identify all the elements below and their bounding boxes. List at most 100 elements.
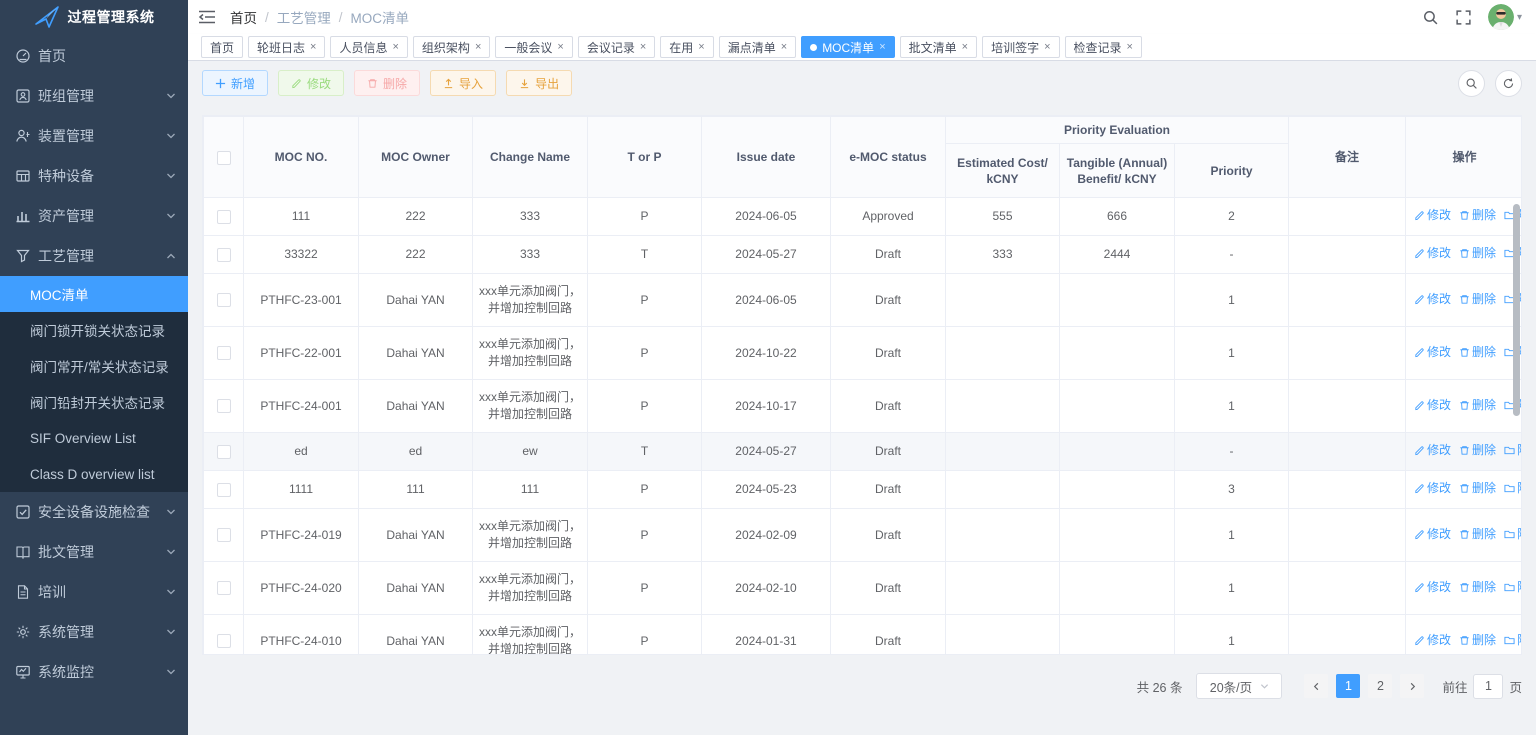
row-edit-link[interactable]: 修改 bbox=[1414, 526, 1451, 543]
delete-button[interactable]: 删除 bbox=[354, 70, 421, 96]
row-edit-link[interactable]: 修改 bbox=[1414, 207, 1451, 224]
row-checkbox[interactable] bbox=[216, 482, 231, 497]
next-page-button[interactable] bbox=[1400, 674, 1425, 698]
row-edit-link[interactable]: 修改 bbox=[1414, 632, 1451, 649]
breadcrumb-home[interactable]: 首页 bbox=[230, 11, 257, 26]
prev-page-button[interactable] bbox=[1304, 674, 1329, 698]
row-edit-link[interactable]: 修改 bbox=[1414, 245, 1451, 262]
row-delete-link[interactable]: 删除 bbox=[1459, 245, 1496, 262]
sidebar-item-safety-check[interactable]: 安全设备设施检查 bbox=[0, 492, 188, 532]
import-button[interactable]: 导入 bbox=[430, 70, 497, 96]
tab[interactable]: 会议记录 × bbox=[577, 36, 656, 58]
table-search-button[interactable] bbox=[1458, 69, 1485, 97]
tab[interactable]: 组织架构 × bbox=[412, 36, 491, 58]
tab-close-icon[interactable]: × bbox=[310, 40, 317, 53]
sidebar-item-device-management[interactable]: 装置管理 bbox=[0, 116, 188, 156]
table-row: PTHFC-23-001 Dahai YAN xxx单元添加阀门，并增加控制回路… bbox=[203, 273, 1521, 327]
tab-close-icon[interactable]: × bbox=[639, 40, 647, 53]
table-refresh-button[interactable] bbox=[1495, 69, 1522, 97]
tab-close-icon[interactable]: × bbox=[1044, 40, 1051, 53]
select-all-checkbox[interactable] bbox=[216, 150, 231, 165]
page-size-select[interactable]: 20条/页 bbox=[1196, 673, 1283, 699]
fullscreen-icon[interactable] bbox=[1455, 9, 1472, 26]
row-attachment-link[interactable]: 附件 bbox=[1504, 442, 1521, 459]
row-checkbox[interactable] bbox=[216, 634, 231, 649]
row-checkbox[interactable] bbox=[216, 247, 231, 262]
row-delete-link[interactable]: 删除 bbox=[1459, 344, 1496, 361]
tab[interactable]: 培训签字 × bbox=[982, 36, 1060, 58]
row-edit-link[interactable]: 修改 bbox=[1414, 480, 1451, 497]
sidebar-toggle-icon[interactable] bbox=[198, 9, 216, 25]
row-checkbox[interactable] bbox=[216, 528, 231, 543]
tab-close-icon[interactable]: × bbox=[698, 40, 705, 53]
row-checkbox[interactable] bbox=[216, 209, 231, 224]
row-checkbox[interactable] bbox=[216, 293, 231, 308]
row-delete-link[interactable]: 删除 bbox=[1459, 207, 1496, 224]
row-edit-link[interactable]: 修改 bbox=[1414, 579, 1451, 596]
edit-button[interactable]: 修改 bbox=[278, 70, 345, 96]
user-menu[interactable]: ▾ bbox=[1487, 4, 1522, 30]
submenu-item-moc-list[interactable]: MOC清单 bbox=[0, 276, 188, 312]
row-delete-link[interactable]: 删除 bbox=[1459, 526, 1496, 543]
row-edit-link[interactable]: 修改 bbox=[1414, 397, 1451, 414]
row-checkbox[interactable] bbox=[216, 581, 231, 596]
sidebar-item-training[interactable]: 培训 bbox=[0, 572, 188, 612]
sidebar-item-home[interactable]: 首页 bbox=[0, 36, 188, 76]
tab-close-icon[interactable]: × bbox=[392, 40, 399, 53]
cell-priority: 1 bbox=[1174, 379, 1289, 433]
row-delete-link[interactable]: 删除 bbox=[1459, 397, 1496, 414]
tab[interactable]: 在用 × bbox=[660, 36, 714, 58]
tab-close-icon[interactable]: × bbox=[557, 40, 564, 53]
row-attachment-link[interactable]: 附件 bbox=[1504, 480, 1521, 497]
submenu-item-class-d-overview[interactable]: Class D overview list bbox=[0, 456, 188, 492]
tab-close-icon[interactable]: × bbox=[879, 40, 886, 53]
row-checkbox[interactable] bbox=[216, 444, 231, 459]
search-icon[interactable] bbox=[1422, 9, 1439, 26]
sidebar-item-team-management[interactable]: 班组管理 bbox=[0, 76, 188, 116]
cell-select bbox=[203, 561, 244, 615]
submenu-item-valve-seal-status[interactable]: 阀门铅封开关状态记录 bbox=[0, 384, 188, 420]
row-checkbox[interactable] bbox=[216, 399, 231, 414]
row-attachment-link[interactable]: 附件 bbox=[1504, 579, 1521, 596]
row-edit-link[interactable]: 修改 bbox=[1414, 442, 1451, 459]
breadcrumb-process[interactable]: 工艺管理 bbox=[276, 11, 331, 26]
sidebar-item-special-equipment[interactable]: 特种设备 bbox=[0, 156, 188, 196]
row-delete-link[interactable]: 删除 bbox=[1459, 632, 1496, 649]
tab[interactable]: 首页 × bbox=[201, 36, 244, 58]
page-number-button[interactable]: 1 bbox=[1336, 674, 1361, 698]
row-attachment-link[interactable]: 附件 bbox=[1504, 632, 1521, 649]
tab-close-icon[interactable]: × bbox=[780, 40, 788, 53]
sidebar-item-system-management[interactable]: 系统管理 bbox=[0, 612, 188, 652]
sidebar-item-system-monitor[interactable]: 系统监控 bbox=[0, 652, 188, 692]
row-edit-link[interactable]: 修改 bbox=[1414, 344, 1451, 361]
row-delete-link[interactable]: 删除 bbox=[1459, 480, 1496, 497]
submenu-item-valve-lock-status[interactable]: 阀门锁开锁关状态记录 bbox=[0, 312, 188, 348]
tab-close-icon[interactable]: × bbox=[961, 40, 969, 53]
goto-page-input[interactable] bbox=[1473, 673, 1504, 699]
export-button[interactable]: 导出 bbox=[506, 70, 573, 96]
tab[interactable]: 检查记录 × bbox=[1064, 36, 1142, 58]
sidebar-item-approval-management[interactable]: 批文管理 bbox=[0, 532, 188, 572]
submenu-item-valve-open-close-status[interactable]: 阀门常开/常关状态记录 bbox=[0, 348, 188, 384]
tab[interactable]: 批文清单 × bbox=[899, 36, 978, 58]
sidebar-item-process-management[interactable]: 工艺管理 bbox=[0, 236, 188, 276]
row-checkbox[interactable] bbox=[216, 346, 231, 361]
row-delete-link[interactable]: 删除 bbox=[1459, 291, 1496, 308]
tab[interactable]: 人员信息 × bbox=[330, 36, 408, 58]
row-attachment-link[interactable]: 附件 bbox=[1504, 526, 1521, 543]
table-scrollbar[interactable] bbox=[1513, 204, 1520, 416]
tab-close-icon[interactable]: × bbox=[1126, 40, 1133, 53]
sidebar-item-asset-management[interactable]: 资产管理 bbox=[0, 196, 188, 236]
tab[interactable]: 漏点清单 × bbox=[718, 36, 797, 58]
add-button[interactable]: 新增 bbox=[202, 70, 269, 96]
submenu-item-sif-overview[interactable]: SIF Overview List bbox=[0, 420, 188, 456]
page-number-button[interactable]: 2 bbox=[1368, 674, 1393, 698]
row-delete-link[interactable]: 删除 bbox=[1459, 579, 1496, 596]
row-delete-link[interactable]: 删除 bbox=[1459, 442, 1496, 459]
row-edit-link[interactable]: 修改 bbox=[1414, 291, 1451, 308]
tab[interactable]: 轮班日志 × bbox=[248, 36, 326, 58]
tab[interactable]: 一般会议 × bbox=[495, 36, 573, 58]
tab-close-icon[interactable]: × bbox=[474, 40, 482, 53]
tab[interactable]: MOC清单 × bbox=[801, 36, 895, 58]
chevron-down-icon bbox=[1260, 682, 1269, 691]
